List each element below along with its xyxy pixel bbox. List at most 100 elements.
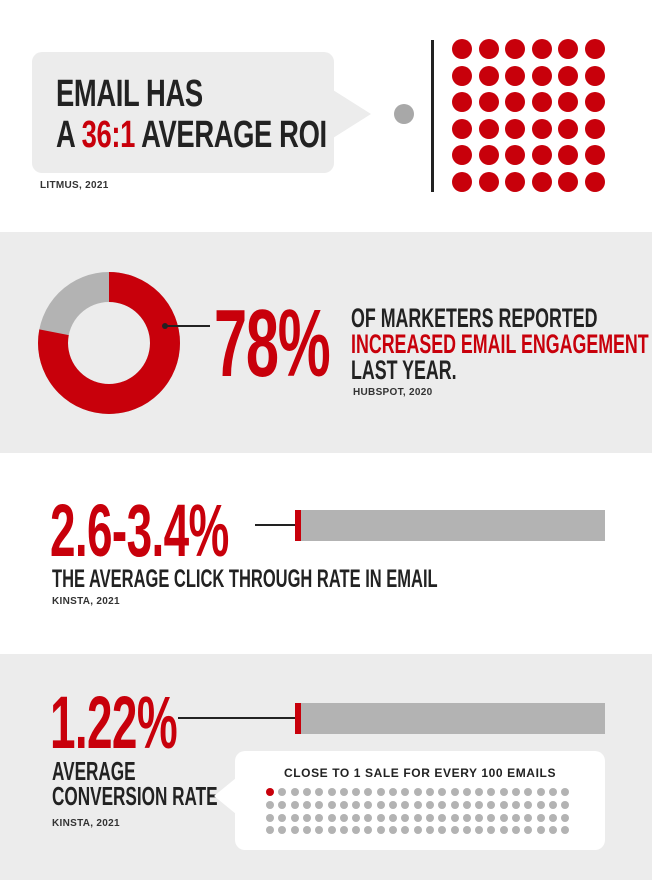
engagement-donut-chart [38, 272, 180, 414]
email-dot [266, 800, 274, 809]
email-dot [364, 788, 373, 796]
email-dot [389, 826, 397, 835]
email-dot [475, 813, 484, 822]
email-dot [462, 800, 471, 809]
email-dot [413, 813, 422, 822]
email-dot [302, 788, 311, 796]
email-dot [364, 826, 373, 835]
email-dot [462, 788, 471, 796]
email-dot [536, 813, 545, 822]
roi-dot [584, 92, 605, 112]
email-dot [278, 826, 287, 835]
email-dot [266, 826, 274, 835]
roi-dot-grid [452, 39, 608, 195]
email-dot [548, 800, 557, 809]
email-dot [266, 788, 274, 796]
email-dot [524, 813, 533, 822]
roi-dot [531, 171, 552, 192]
roi-headline-line1: EMAIL HAS [56, 73, 203, 115]
email-dot [425, 826, 434, 835]
email-dot [561, 788, 570, 796]
email-dot [352, 826, 361, 835]
roi-headline: EMAIL HAS A 36:1 AVERAGE ROI [56, 74, 327, 156]
roi-dot [558, 145, 578, 165]
email-dot [499, 826, 508, 835]
roi-dot [505, 65, 525, 86]
roi-headline-suffix: AVERAGE ROI [134, 114, 327, 156]
engagement-statement: OF MARKETERS REPORTED INCREASED EMAIL EN… [351, 303, 649, 385]
engagement-line1: OF MARKETERS REPORTED [351, 303, 598, 333]
email-dot [561, 826, 570, 835]
email-dot [413, 826, 422, 835]
email-dot [561, 813, 570, 822]
email-dot [266, 813, 274, 822]
roi-dot [558, 65, 578, 86]
engagement-line2: INCREASED EMAIL ENGAGEMENT [351, 329, 649, 359]
conversion-bar [295, 703, 605, 734]
email-dot [524, 788, 533, 796]
roi-ratio: 36:1 [81, 114, 136, 156]
email-dot [548, 788, 557, 796]
roi-dot [505, 39, 525, 59]
engagement-source: HUBSPOT, 2020 [353, 387, 433, 398]
email-dot [524, 800, 533, 809]
email-dot [376, 826, 385, 835]
roi-dot [584, 39, 605, 59]
email-dot [499, 788, 508, 796]
roi-dot [452, 171, 472, 192]
roi-dot [558, 39, 578, 59]
email-dot [376, 800, 385, 809]
ctr-value: 2.6-3.4% [50, 489, 229, 572]
email-dot [512, 826, 520, 835]
email-dot [339, 826, 348, 835]
ctr-source: KINSTA, 2021 [52, 596, 120, 607]
sales-callout-tail [214, 778, 236, 814]
ctr-bar-fill [295, 510, 301, 541]
email-dot [425, 788, 434, 796]
conversion-label-line1: AVERAGE [52, 756, 136, 786]
email-dot [512, 788, 520, 796]
email-dot [450, 813, 459, 822]
conversion-label: AVERAGE CONVERSION RATE [52, 756, 218, 809]
email-dot [548, 826, 557, 835]
email-dot [327, 826, 336, 835]
email-dot [401, 800, 410, 809]
email-dot [302, 826, 311, 835]
roi-dot [558, 171, 578, 192]
sales-callout-text: CLOSE TO 1 SALE FOR EVERY 100 EMAILS [283, 766, 557, 780]
donut-value-arc [38, 272, 180, 414]
ctr-label: THE AVERAGE CLICK THROUGH RATE IN EMAIL [52, 565, 438, 593]
ctr-section [0, 453, 652, 654]
email-dot [512, 800, 520, 809]
email-dot [315, 813, 324, 822]
email-dot [413, 800, 422, 809]
roi-dot [584, 171, 605, 192]
email-dot [499, 800, 508, 809]
roi-dot [478, 118, 499, 139]
email-dot [536, 826, 545, 835]
email-dot [364, 800, 373, 809]
email-dot [487, 800, 496, 809]
email-dot [352, 800, 361, 809]
email-dot [315, 788, 324, 796]
ctr-bar [295, 510, 605, 541]
roi-dot [584, 145, 605, 165]
email-dot [352, 813, 361, 822]
roi-headline-prefix: A [56, 114, 82, 156]
email-dot [339, 800, 348, 809]
email-dot [425, 800, 434, 809]
email-dot [487, 826, 496, 835]
engagement-line3: LAST YEAR. [351, 355, 457, 385]
email-dot [524, 826, 533, 835]
email-dot [487, 788, 496, 796]
email-dot [438, 788, 447, 796]
email-dot [438, 800, 447, 809]
roi-dot [478, 145, 499, 165]
roi-dot [452, 118, 472, 139]
email-dot [290, 826, 299, 835]
email-dot [401, 813, 410, 822]
roi-dot [452, 92, 472, 112]
email-dot [462, 813, 471, 822]
email-dot [339, 813, 348, 822]
conversion-value: 1.22% [50, 681, 178, 764]
